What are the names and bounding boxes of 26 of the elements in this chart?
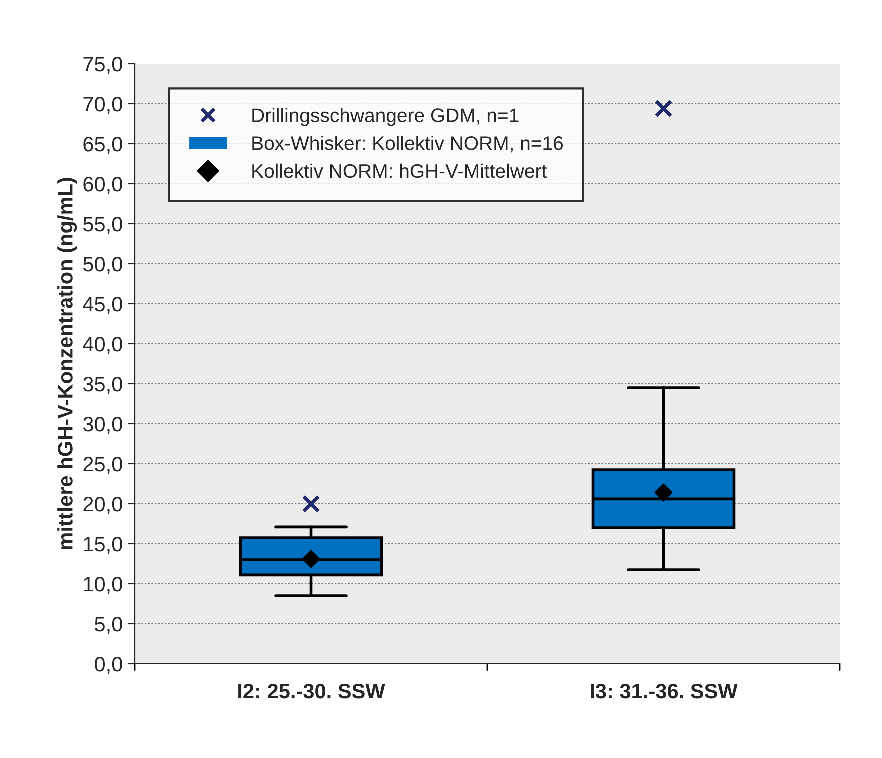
- y-tick-label: 75,0: [84, 57, 122, 74]
- point: [654, 484, 673, 502]
- legend-label: Kollektiv NORM: hGH-V-Mittelwert: [252, 164, 547, 178]
- y-tick-label: 15,0: [84, 537, 122, 554]
- y-tick-label: 50,0: [83, 257, 122, 274]
- y-tick-label: 55,0: [83, 217, 122, 234]
- legend-label: Box-Whisker: Kollektiv NORM, n=16: [252, 136, 564, 153]
- point: [302, 550, 320, 568]
- y-tick-label: 45,0: [83, 297, 122, 314]
- y-tick-label: 60,0: [84, 177, 122, 194]
- y-tick-label: 5,0: [95, 617, 122, 634]
- y-tick-label: 0,0: [95, 657, 122, 674]
- x-tick-label: I2: 25.-30. SSW: [238, 684, 386, 699]
- x-tick-label: I3: 31.-36. SSW: [591, 684, 738, 699]
- y-tick-label: 65,0: [84, 137, 122, 154]
- y-tick-label: 30,0: [83, 417, 122, 434]
- point: [654, 100, 673, 118]
- y-tick-label: 35,0: [83, 377, 122, 394]
- y-tick-label: 25,0: [84, 457, 122, 474]
- y-tick-label: 70,0: [84, 97, 122, 114]
- legend-label: Drillingsschwangere GDM, n=1: [252, 108, 519, 126]
- y-tick-label: 10,0: [84, 577, 122, 594]
- y-axis-title: mittlere hGH-V-Konzentration (ng/mL): [58, 178, 78, 550]
- y-tick-label: 20,0: [84, 497, 122, 514]
- point: [302, 494, 320, 514]
- y-tick-label: 40,0: [83, 337, 122, 354]
